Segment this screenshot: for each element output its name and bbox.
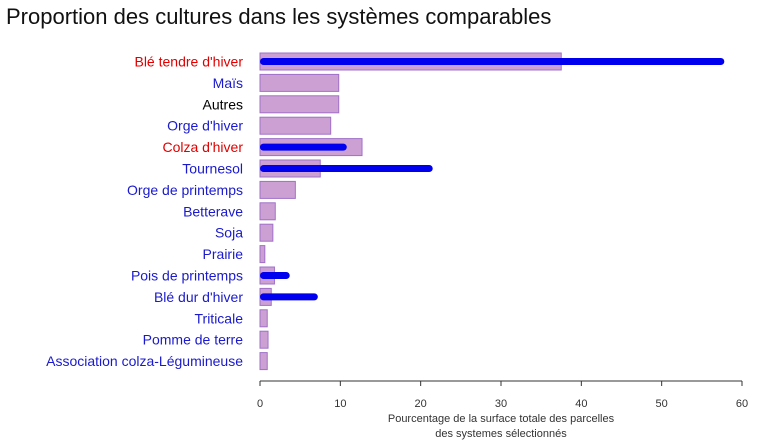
x-axis-title-line-1: Pourcentage de la surface totale des par… [388,413,615,425]
x-tick-label: 20 [415,398,427,410]
x-tick-label: 40 [575,398,587,410]
category-label: Maïs [213,75,243,91]
thin-bar [260,165,433,172]
x-tick-label: 0 [257,398,263,410]
category-label: Association colza-Légumineuse [46,353,243,369]
thin-bars-group [260,58,725,301]
wide-bar [259,116,332,135]
wide-bar [259,352,268,371]
x-tick-label: 50 [656,398,668,410]
chart-title: Proportion des cultures dans les système… [6,4,552,29]
category-label: Orge de printemps [127,182,243,198]
thin-bar [260,272,290,279]
wide-bar [259,309,268,328]
x-tick-label: 10 [334,398,346,410]
category-label: Colza d'hiver [163,139,244,155]
wide-bars-group [259,52,562,371]
wide-bar [259,223,274,242]
category-label: Betterave [183,203,243,219]
category-label: Tournesol [182,161,243,177]
category-labels-group: Blé tendre d'hiver Maïs Autres Orge d'hiver… [46,54,243,370]
wide-bar [259,73,340,92]
category-label: Pomme de terre [143,332,244,348]
thin-bar [260,293,318,301]
wide-bar [259,245,266,264]
category-label: Orge d'hiver [167,118,243,134]
x-axis-title-line-2: des systemes sélectionnés [435,428,567,440]
category-label: Blé dur d'hiver [154,289,243,305]
x-tick-label: 30 [495,398,507,410]
wide-bar [259,330,269,349]
thin-bar [260,143,347,151]
category-label: Prairie [203,246,244,262]
category-label: Triticale [195,310,244,326]
category-label: Autres [203,96,243,112]
category-label: Blé tendre d'hiver [134,54,243,70]
x-axis: 0 10 20 30 40 50 60 [257,380,748,410]
category-label: Pois de printemps [131,268,243,284]
category-label: Soja [215,225,243,241]
thin-bar [260,58,725,65]
wide-bar [259,95,340,114]
wide-bar [259,202,276,221]
wide-bar [259,180,296,199]
x-tick-label: 60 [736,398,748,410]
